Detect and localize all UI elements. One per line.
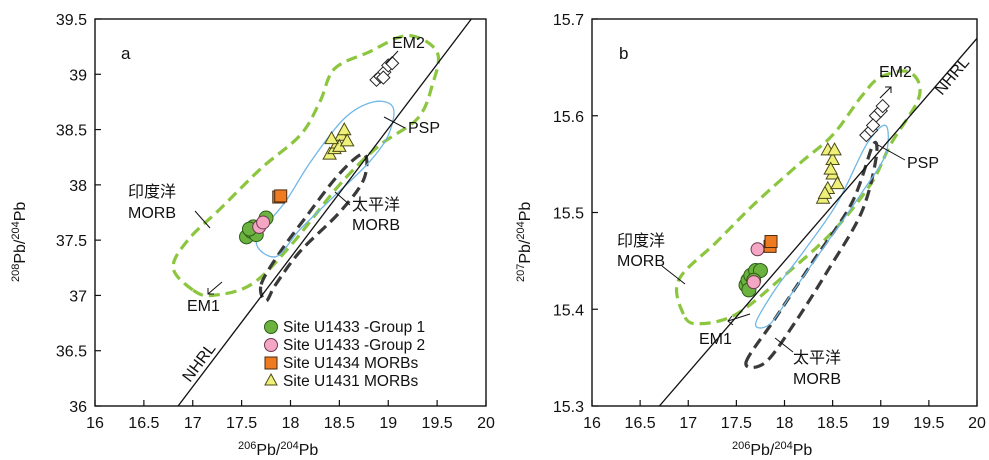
legend-label-group1: Site U1433 -Group 1 — [283, 319, 425, 336]
panel-b-xlabel: 206Pb/204Pb — [732, 440, 812, 459]
panel-b-ytick-label-2: 15.5 — [553, 206, 584, 223]
pacific-morb-label-cn: 太平洋 — [352, 196, 400, 214]
panel-b-xtick-label-6: 19 — [872, 415, 890, 432]
legend-label-u1431: Site U1431 MORBs — [283, 373, 418, 390]
indian-morb-label-cn-b: 印度洋 — [617, 232, 665, 250]
panel-b-frame — [592, 19, 977, 406]
pacific-morb-label-cn-b: 太平洋 — [793, 349, 841, 367]
panel-b-ytick-label-3: 15.6 — [553, 109, 584, 126]
panel-a-ytick-label-3: 37.5 — [56, 233, 87, 250]
panel-a-point-site-u1431-morbs-4 — [338, 123, 351, 135]
legend-marker-u1431 — [265, 374, 277, 385]
panel-b-ylabel: 207Pb/204Pb — [515, 202, 534, 282]
psp-leader — [384, 117, 405, 128]
panel-a-xtick-label-0: 16 — [86, 415, 104, 432]
panel-a-ytick-label-2: 37 — [69, 288, 87, 305]
em1-arrow — [208, 282, 222, 294]
panel-a-xtick-label-2: 17 — [184, 415, 202, 432]
pacific-morb-label-b: MORB — [793, 371, 841, 388]
panel-a-xtick-label-5: 18.5 — [324, 415, 355, 432]
panel-b-ytick-label-1: 15.4 — [553, 302, 584, 319]
panel-a-xtick-label-1: 16.5 — [128, 415, 159, 432]
panel-b-fields — [677, 71, 921, 368]
panel-a: 16 16.5 17 17.5 18 18.5 19 19.5 20 36 36.5 37 37.5 38… — [10, 12, 495, 459]
psp-leader-b — [878, 145, 905, 160]
panel-a-ytick-label-5: 38.5 — [56, 123, 87, 140]
pacific-morb-label: MORB — [352, 217, 400, 234]
panel-a-point-site-u1433-group-2-1 — [257, 216, 270, 229]
panel-b-ticks: 16 16.5 17 17.5 18 18.5 19 19.5 20 15.3 15.4 15.5 15… — [553, 12, 986, 432]
indian-morb-label-cn: 印度洋 — [128, 183, 176, 201]
panel-b-xtick-label-8: 20 — [968, 415, 986, 432]
pacific-leader — [335, 192, 350, 205]
panel-b-xtick-label-1: 16.5 — [625, 415, 656, 432]
panel-b-xtick-label-5: 18.5 — [817, 415, 848, 432]
panel-b-ytick-label-0: 15.3 — [553, 399, 584, 416]
em1-label-b: EM1 — [699, 331, 732, 348]
em1-label: EM1 — [187, 298, 220, 315]
panel-a-xlabel: 206Pb/204Pb — [238, 440, 318, 459]
panel-b-letter: b — [619, 44, 628, 63]
panel-a-ytick-label-6: 39 — [69, 67, 87, 84]
legend-label-group2: Site U1433 -Group 2 — [283, 337, 425, 354]
nhrl-label-b: NHRL — [932, 54, 973, 98]
psp-label-b: PSP — [907, 155, 939, 172]
em2-label: EM2 — [392, 35, 425, 52]
panel-a-field-indian — [173, 36, 438, 296]
panel-b-xtick-label-4: 18 — [776, 415, 794, 432]
panel-b-xtick-label-2: 17 — [679, 415, 697, 432]
panel-a-xtick-label-3: 17.5 — [226, 415, 257, 432]
legend-label-u1434: Site U1434 MORBs — [283, 355, 418, 372]
indian-morb-label: MORB — [128, 205, 176, 222]
panel-a-ylabel: 208Pb/204Pb — [10, 202, 29, 282]
panel-a-xtick-label-4: 18 — [282, 415, 300, 432]
panel-a-fields — [173, 36, 438, 301]
panel-b-xtick-label-0: 16 — [583, 415, 601, 432]
panel-a-xtick-label-8: 20 — [477, 415, 495, 432]
panel-a-xtick-label-7: 19.5 — [422, 415, 453, 432]
em2-arrow-b — [880, 87, 891, 98]
panel-b-xtick-label-3: 17.5 — [721, 415, 752, 432]
panel-a-ytick-label-7: 39.5 — [56, 12, 87, 29]
legend-marker-u1434 — [265, 357, 277, 369]
panel-b-point-site-u1433-group-2-1 — [751, 243, 764, 256]
panel-b: 16 16.5 17 17.5 18 18.5 19 19.5 20 15.3 15.4 15.5 15… — [515, 12, 986, 459]
indian-morb-label-b: MORB — [617, 253, 665, 270]
legend-marker-group1 — [265, 321, 278, 334]
panel-a-ytick-label-1: 36.5 — [56, 344, 87, 361]
panel-b-point-site-u1433-group-2-0 — [747, 276, 760, 289]
panel-a-ytick-label-0: 36 — [69, 399, 87, 416]
legend-marker-group2 — [265, 339, 278, 352]
panel-b-ytick-label-4: 15.7 — [553, 12, 584, 29]
panel-a-letter: a — [121, 44, 131, 63]
panel-a-xtick-label-6: 19 — [379, 415, 397, 432]
psp-label: PSP — [408, 120, 440, 137]
panel-b-xtick-label-7: 19.5 — [913, 415, 944, 432]
panel-a-point-site-u1434-morbs-1 — [275, 190, 287, 202]
em2-label-b: EM2 — [879, 64, 912, 81]
panel-a-ytick-label-4: 38 — [69, 178, 87, 195]
legend: Site U1433 -Group 1 Site U1433 -Group 2 … — [265, 319, 426, 390]
panel-b-point-site-u1434-morbs-1 — [765, 236, 777, 248]
